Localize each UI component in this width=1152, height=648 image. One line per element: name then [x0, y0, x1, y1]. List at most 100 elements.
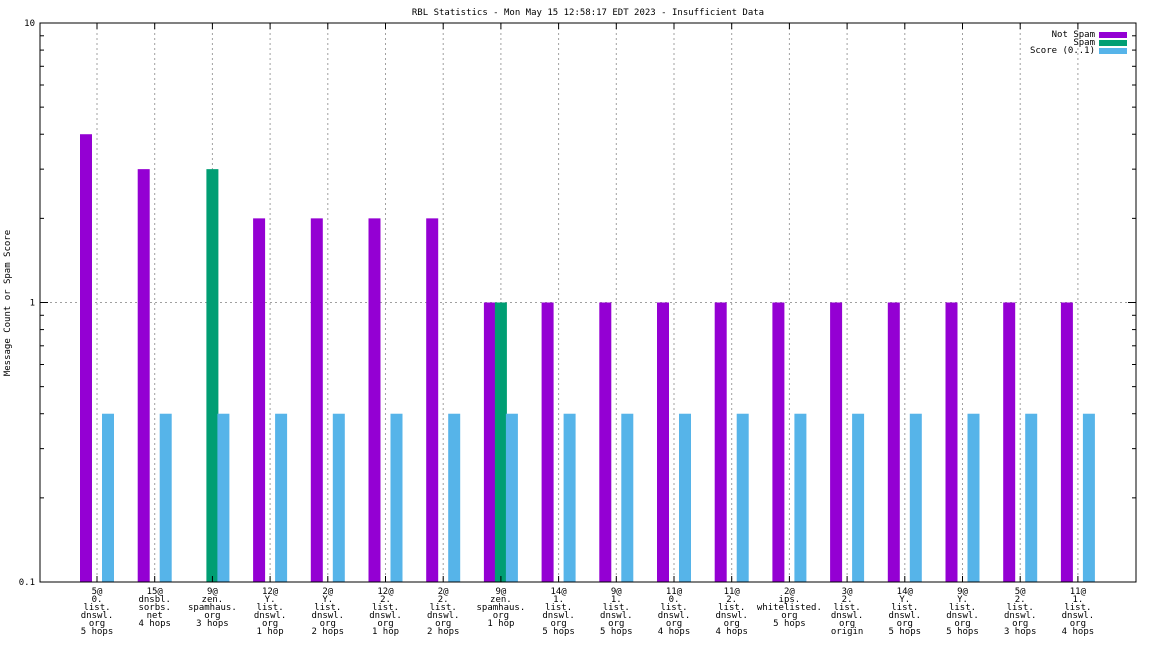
x-tick-label: org — [781, 611, 797, 621]
x-tick-label: 4 hops — [715, 627, 748, 637]
x-tick-label: org — [262, 619, 278, 629]
x-tick-label: spamhaus. — [188, 603, 237, 613]
x-tick-label: dnswl. — [831, 611, 864, 621]
bar-score-0-1--5 — [390, 413, 403, 582]
bar-not-spam-9 — [599, 302, 612, 582]
bar-not-spam-13 — [830, 302, 843, 582]
bar-score-0-1--4 — [332, 413, 345, 582]
x-tick-label: 5 hops — [889, 627, 922, 637]
x-tick-label: 1 hop — [487, 619, 514, 629]
x-tick-label: dnswl. — [254, 611, 287, 621]
bar-score-0-1--10 — [679, 413, 691, 582]
bar-not-spam-10 — [657, 302, 669, 582]
x-tick-label: dnswl. — [600, 611, 633, 621]
x-tick-label: 5@ — [1015, 587, 1026, 597]
x-tick-label: org — [608, 619, 624, 629]
bar-not-spam-0 — [80, 134, 92, 582]
x-tick-label: 3@ — [842, 587, 853, 597]
x-tick-label: org — [435, 619, 451, 629]
bar-not-spam-1 — [137, 169, 150, 583]
bar-not-spam-15 — [945, 302, 958, 582]
x-tick-label: net — [147, 611, 163, 621]
bar-not-spam-7 — [483, 302, 496, 582]
x-tick-label: org — [666, 619, 682, 629]
bar-score-0-1--9 — [621, 413, 634, 582]
x-tick-label: org — [320, 619, 336, 629]
x-tick-label: 3 hops — [196, 619, 229, 629]
x-tick-label: list. — [430, 603, 457, 613]
x-tick-label: 9@ — [495, 587, 506, 597]
x-tick-label: Y. — [957, 595, 968, 605]
x-tick-label: org — [954, 619, 970, 629]
x-tick-label: 11@ — [724, 587, 741, 597]
x-tick-label: 2 hops — [427, 627, 460, 637]
legend-swatch — [1099, 40, 1127, 46]
x-tick-label: 0. — [92, 595, 103, 605]
x-tick-label: 14@ — [897, 587, 914, 597]
x-tick-label: whitelisted. — [757, 603, 822, 613]
bar-score-0-1--0 — [102, 413, 114, 582]
x-tick-label: list. — [257, 603, 284, 613]
x-tick-label: dnswl. — [369, 611, 402, 621]
x-tick-label: dnswl. — [81, 611, 114, 621]
x-tick-label: 5 hops — [773, 619, 806, 629]
x-tick-label: 2. — [380, 595, 391, 605]
bar-score-0-1--13 — [852, 413, 865, 582]
bars-group — [80, 134, 1095, 583]
x-tick-label: 3 hops — [1004, 627, 1037, 637]
x-tick-label: org — [89, 619, 105, 629]
bar-not-spam-16 — [1003, 302, 1016, 582]
legend-swatch — [1099, 48, 1127, 54]
x-tick-label: 14@ — [550, 587, 567, 597]
legend-label: Not Spam — [1052, 30, 1095, 40]
x-tick-label: 9@ — [957, 587, 968, 597]
x-tick-label: 5@ — [92, 587, 103, 597]
legend-label: Spam — [1073, 38, 1095, 48]
x-tick-label: dnswl. — [427, 611, 460, 621]
x-tick-label: org — [493, 611, 509, 621]
x-tick-label: origin — [831, 627, 864, 637]
x-tick-label: dnsbl. — [138, 595, 171, 605]
bar-score-0-1--2 — [217, 413, 230, 582]
x-tick-label: org — [839, 619, 855, 629]
x-tick-label: ips. — [779, 595, 801, 605]
x-tick-label: 1 hop — [372, 627, 399, 637]
y-tick-label: 10 — [24, 19, 35, 29]
bar-score-0-1--14 — [909, 413, 922, 582]
x-tick-label: dnswl. — [1062, 611, 1095, 621]
bar-score-0-1--17 — [1082, 413, 1095, 582]
x-tick-label: dnswl. — [658, 611, 691, 621]
x-tick-label: org — [897, 619, 913, 629]
y-tick-label: 0.1 — [19, 578, 35, 588]
x-tick-label: 4 hops — [1062, 627, 1095, 637]
x-tick-label: dnswl. — [312, 611, 345, 621]
y-tick-labels: 0.1 1 10 — [19, 19, 35, 588]
x-tick-label: 2@ — [322, 587, 333, 597]
x-tick-label: org — [1012, 619, 1028, 629]
bar-not-spam-3 — [253, 218, 266, 582]
bar-score-0-1--15 — [967, 413, 980, 582]
x-tick-label: 11@ — [1070, 587, 1087, 597]
x-tick-label: list. — [718, 603, 745, 613]
x-tick-label: 0. — [669, 595, 680, 605]
y-tick-label: 1 — [30, 299, 35, 309]
bar-score-0-1--8 — [563, 413, 576, 582]
x-tick-label: 15@ — [147, 587, 164, 597]
x-tick-label: 5 hops — [81, 627, 114, 637]
x-tick-label: 4 hops — [658, 627, 691, 637]
x-tick-label: list. — [660, 603, 687, 613]
bar-not-spam-14 — [887, 302, 900, 582]
x-tick-label: 5 hops — [600, 627, 633, 637]
x-tick-label: 4 hops — [138, 619, 171, 629]
x-tick-label: list. — [83, 603, 110, 613]
x-tick-label: 2. — [1015, 595, 1026, 605]
bar-score-0-1--11 — [736, 413, 749, 582]
x-tick-label: dnswl. — [1004, 611, 1037, 621]
bar-score-0-1--12 — [794, 413, 807, 582]
x-tick-label: 9@ — [611, 587, 622, 597]
x-tick-label: 12@ — [262, 587, 279, 597]
x-tick-label: list. — [372, 603, 399, 613]
x-tick-label: 5 hops — [946, 627, 979, 637]
axis-ticks — [40, 23, 1136, 583]
